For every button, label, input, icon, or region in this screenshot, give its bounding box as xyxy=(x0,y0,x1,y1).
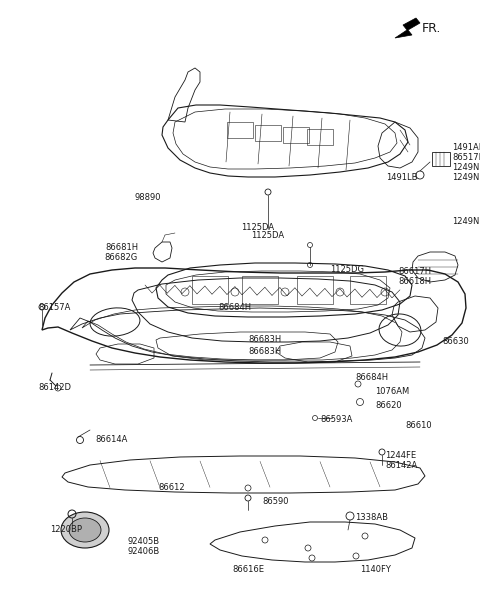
Ellipse shape xyxy=(69,518,101,542)
Text: 1249NE: 1249NE xyxy=(452,217,480,227)
Text: 86517M: 86517M xyxy=(452,154,480,163)
Bar xyxy=(350,276,386,304)
Bar xyxy=(307,129,333,145)
Text: 1491AD: 1491AD xyxy=(452,144,480,153)
Text: 86683H: 86683H xyxy=(248,348,281,356)
Text: FR.: FR. xyxy=(422,22,442,35)
Bar xyxy=(192,276,228,304)
Text: 86684H: 86684H xyxy=(218,303,251,313)
Text: 86620: 86620 xyxy=(375,401,402,409)
Text: 1220BP: 1220BP xyxy=(50,525,82,534)
Text: 86616E: 86616E xyxy=(232,565,264,574)
Bar xyxy=(255,125,281,141)
Ellipse shape xyxy=(61,512,109,548)
Bar xyxy=(283,127,309,143)
Bar xyxy=(432,152,450,166)
Text: 1125DA: 1125DA xyxy=(241,223,275,233)
Text: 86142D: 86142D xyxy=(38,383,71,392)
Bar xyxy=(297,276,333,304)
Text: 86683H: 86683H xyxy=(248,336,281,345)
Text: 86630: 86630 xyxy=(442,337,469,346)
Text: 1125DA: 1125DA xyxy=(252,230,285,240)
Text: 1076AM: 1076AM xyxy=(375,388,409,396)
Text: 1244FE: 1244FE xyxy=(385,451,416,459)
Text: 1125DG: 1125DG xyxy=(330,266,364,274)
Text: 86590: 86590 xyxy=(262,498,288,507)
Text: 1338AB: 1338AB xyxy=(355,514,388,522)
Text: 1140FY: 1140FY xyxy=(360,565,391,574)
Text: 86142A: 86142A xyxy=(385,461,417,469)
Text: 86593A: 86593A xyxy=(320,415,352,425)
Text: 86617H: 86617H xyxy=(398,267,431,276)
Polygon shape xyxy=(395,18,420,38)
Text: 86682G: 86682G xyxy=(105,253,138,263)
Text: 1249NE: 1249NE xyxy=(452,163,480,171)
Text: 86681H: 86681H xyxy=(105,243,138,253)
Bar xyxy=(227,122,253,138)
Text: 98890: 98890 xyxy=(135,194,161,203)
Text: 92405B: 92405B xyxy=(128,538,160,547)
Text: 92406B: 92406B xyxy=(128,548,160,557)
Text: 1491LB: 1491LB xyxy=(386,173,418,181)
Text: 86610: 86610 xyxy=(405,421,432,429)
Text: 86614A: 86614A xyxy=(95,435,127,445)
Text: 86684H: 86684H xyxy=(355,373,388,382)
Text: 86612: 86612 xyxy=(158,484,185,492)
Text: 86157A: 86157A xyxy=(38,303,71,312)
Bar xyxy=(242,276,278,304)
Text: 1249NK: 1249NK xyxy=(452,173,480,181)
Text: 86618H: 86618H xyxy=(398,277,431,286)
